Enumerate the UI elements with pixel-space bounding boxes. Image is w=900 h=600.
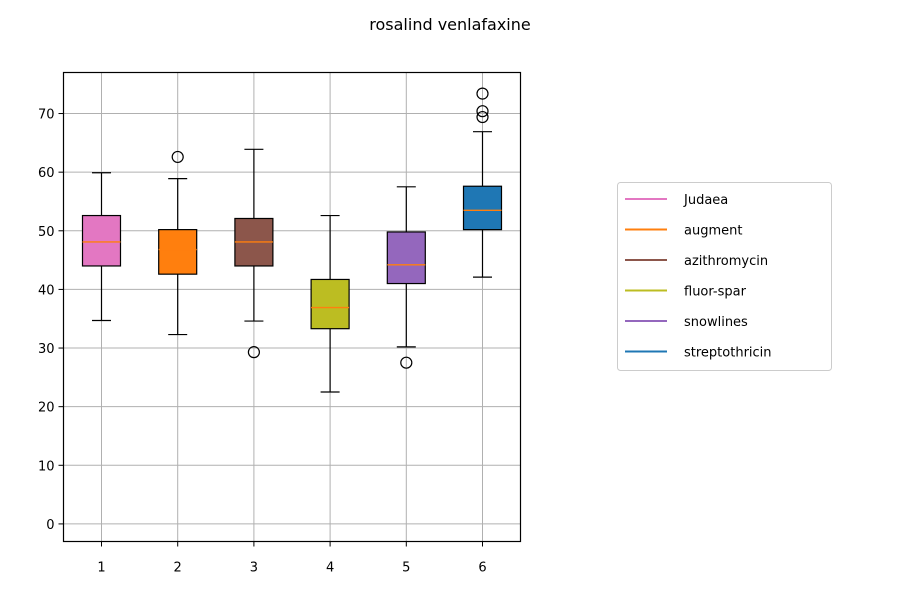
legend-label: streptothricin — [684, 346, 772, 361]
x-tick-label: 5 — [402, 561, 410, 576]
x-tick-label: 2 — [174, 561, 182, 576]
box-snowlines — [386, 186, 426, 369]
y-tick-label: 0 — [46, 518, 54, 533]
outlier-point — [476, 105, 489, 118]
x-tick-label: 4 — [326, 561, 334, 576]
y-tick-label: 30 — [38, 342, 55, 357]
legend-label: Judaea — [683, 193, 728, 208]
box-augment — [158, 150, 198, 336]
outlier-point — [476, 110, 489, 124]
legend-label: azithromycin — [684, 254, 768, 269]
outlier-point — [247, 346, 260, 359]
box-body — [158, 229, 198, 275]
x-tick-label: 1 — [97, 561, 105, 576]
y-tick-label: 70 — [38, 108, 55, 123]
box-fluor-spar — [310, 214, 350, 393]
box-body — [462, 185, 503, 231]
outlier-point — [400, 356, 413, 369]
plot-frame — [62, 71, 522, 543]
outlier-point — [171, 150, 184, 164]
legend-label: augment — [684, 224, 742, 239]
y-tick-label: 10 — [38, 459, 55, 474]
box-layer — [81, 87, 503, 393]
outlier-point — [476, 87, 489, 100]
box-body — [310, 278, 350, 330]
box-judaea — [81, 172, 122, 322]
y-tick-label: 50 — [38, 225, 55, 240]
chart-title: rosalind venlafaxine — [369, 15, 530, 34]
box-body — [81, 214, 122, 267]
x-tick-label: 6 — [478, 561, 486, 576]
legend-label: fluor-spar — [684, 285, 747, 300]
y-tick-label: 40 — [38, 283, 55, 298]
x-tick-label: 3 — [250, 561, 258, 576]
legend-label: snowlines — [684, 315, 748, 330]
legend: Judaea augment azithromycin fluor-spar snowl… — [617, 182, 832, 371]
y-tick-label: 60 — [38, 166, 55, 181]
box-streptothricin — [462, 87, 503, 278]
box-azithromycin — [234, 148, 274, 359]
y-tick-label: 20 — [38, 401, 55, 416]
legend-frame — [617, 182, 832, 371]
tick-layer: 0 10 20 30 40 50 60 70 1 2 3 4 5 6 — [38, 108, 487, 576]
box-body — [386, 231, 426, 285]
